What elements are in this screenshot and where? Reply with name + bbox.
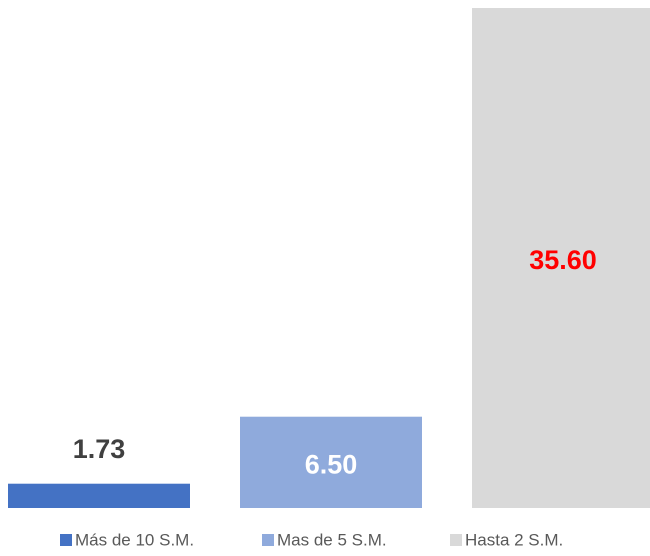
data-label: 35.60 [529,245,597,275]
legend-swatch [450,534,462,546]
legend-label: Mas de 5 S.M. [277,530,387,549]
legend-swatch [262,534,274,546]
legend-swatch [60,534,72,546]
data-label: 6.50 [305,449,358,479]
bar [8,483,190,508]
bar [472,8,650,508]
legend-label: Hasta 2 S.M. [465,530,563,549]
bar [240,416,422,508]
data-label: 1.73 [73,434,126,464]
legend-label: Más de 10 S.M. [75,530,194,549]
